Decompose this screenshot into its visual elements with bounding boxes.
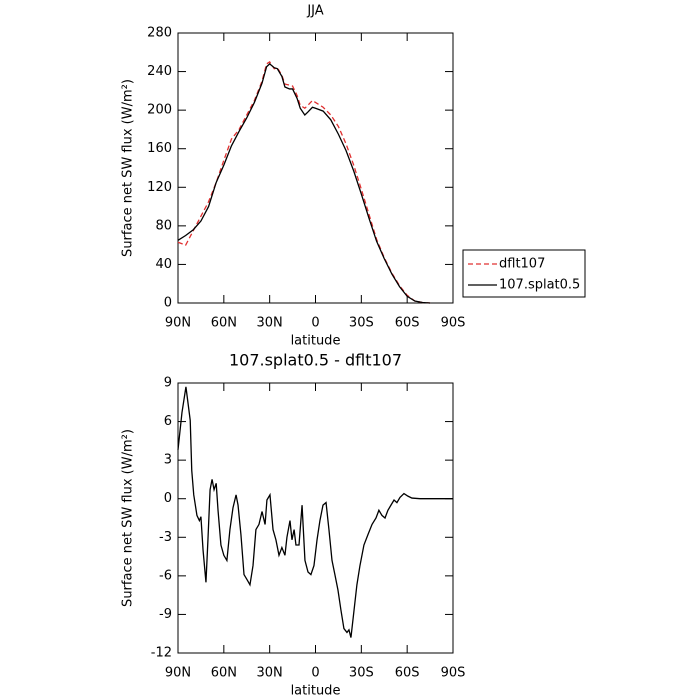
x-tick-label: 30S	[349, 316, 374, 331]
x-tick-label: 60N	[211, 316, 237, 331]
y-tick-label: -12	[151, 646, 172, 661]
y-tick-label: -3	[159, 530, 172, 545]
y-axis-label: Surface net SW flux (W/m²)	[121, 79, 136, 257]
x-tick-label: 30S	[349, 666, 374, 681]
y-tick-label: -6	[159, 568, 172, 583]
x-tick-label: 60S	[395, 316, 420, 331]
y-tick-label: 280	[147, 26, 172, 41]
y-tick-label: 0	[164, 296, 172, 311]
y-tick-label: 0	[164, 491, 172, 506]
y-tick-label: 120	[147, 180, 172, 195]
y-tick-label: 40	[155, 257, 172, 272]
y-tick-label: 6	[164, 414, 172, 429]
y-tick-label: 240	[147, 64, 172, 79]
plot-frame	[177, 32, 454, 304]
data-line	[177, 62, 431, 304]
x-tick-label: 30N	[257, 666, 283, 681]
x-tick-label: 90N	[165, 316, 191, 331]
chart-title: JJA	[306, 4, 323, 19]
x-tick-label: 30N	[257, 316, 283, 331]
legend-label: dflt107	[499, 257, 545, 272]
x-tick-label: 90S	[441, 666, 466, 681]
y-tick-label: 200	[147, 103, 172, 118]
x-tick-label: 0	[311, 316, 319, 331]
x-axis-label: latitude	[291, 334, 341, 349]
x-tick-label: 90S	[441, 316, 466, 331]
chart-title: 107.splat0.5 - dflt107	[229, 351, 402, 370]
x-axis-label: latitude	[291, 684, 341, 699]
y-axis-label: Surface net SW flux (W/m²)	[121, 429, 136, 607]
data-line	[177, 386, 453, 638]
y-tick-label: -9	[159, 607, 172, 622]
y-tick-label: 9	[164, 376, 172, 391]
y-tick-label: 80	[155, 218, 172, 233]
x-tick-label: 60N	[211, 666, 237, 681]
y-tick-label: 3	[164, 453, 172, 468]
y-tick-label: 160	[147, 141, 172, 156]
legend-label: 107.splat0.5	[499, 278, 580, 293]
legend-box	[462, 249, 586, 298]
x-tick-label: 90N	[165, 666, 191, 681]
x-tick-label: 60S	[395, 666, 420, 681]
plot-frame	[177, 382, 454, 654]
x-tick-label: 0	[311, 666, 319, 681]
